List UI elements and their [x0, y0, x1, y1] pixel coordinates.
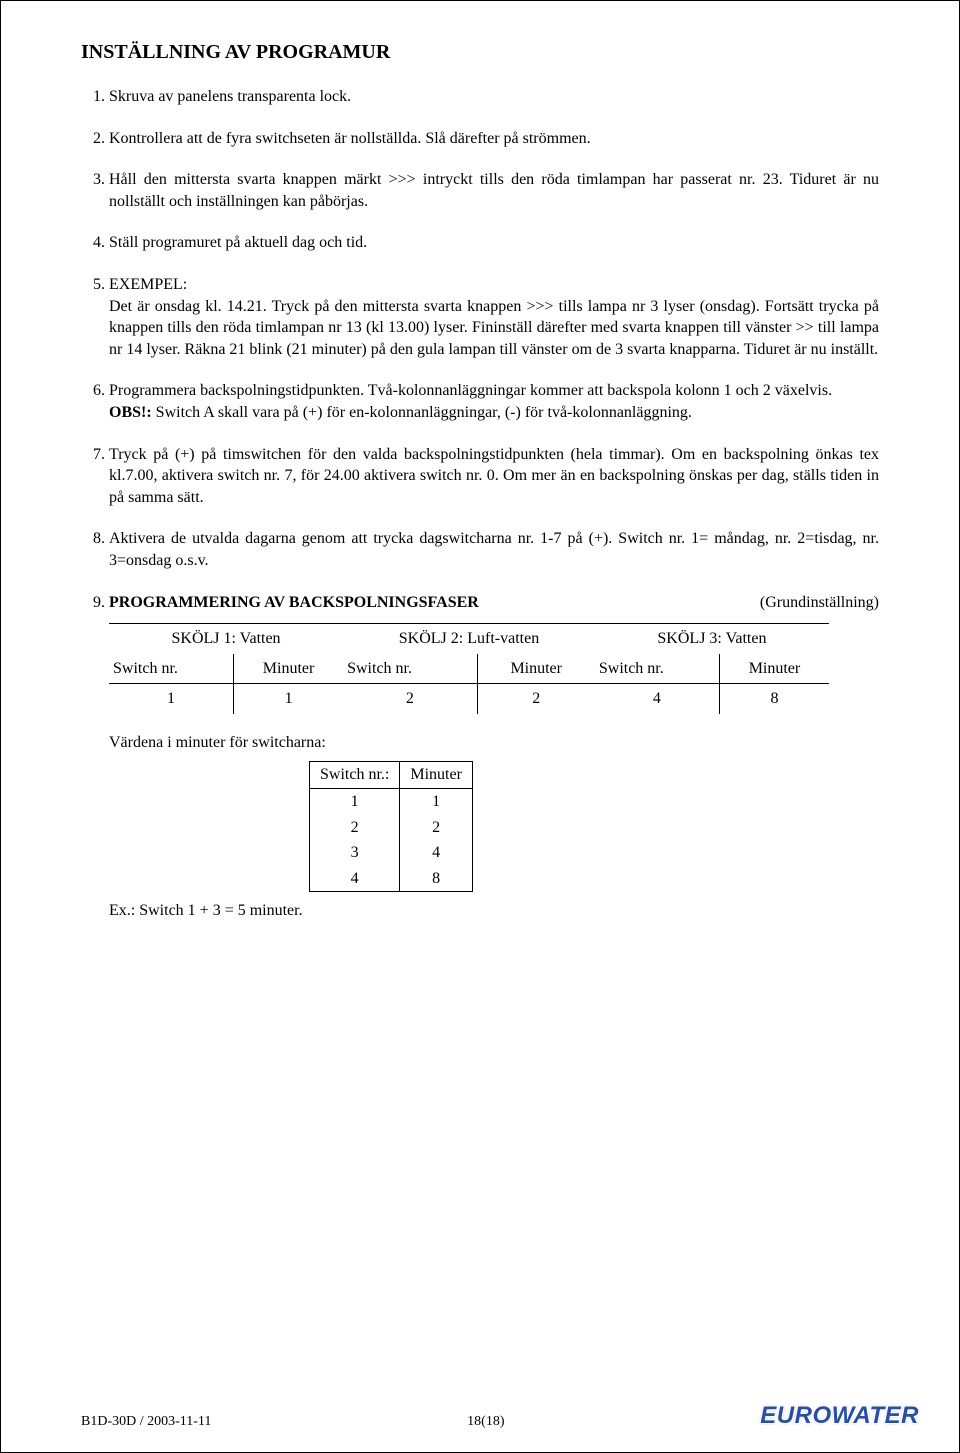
page-footer: B1D-30D / 2003-11-11 18(18) EUROWATER — [81, 1402, 919, 1430]
item-text: Aktivera de utvalda dagarna genom att tr… — [109, 530, 879, 569]
col-header: Minuter — [410, 766, 462, 783]
list-item: Tryck på (+) på timswitchen för den vald… — [109, 444, 879, 509]
footer-left: B1D-30D / 2003-11-11 — [81, 1414, 211, 1430]
cell: 4 — [432, 844, 440, 861]
example-label: EXEMPEL: — [109, 276, 187, 293]
group-head: SKÖLJ 2: Luft-vatten — [399, 630, 539, 647]
list-item: Programmera backspolningstidpunkten. Två… — [109, 380, 879, 423]
list-item: Skruva av panelens transparenta lock. — [109, 86, 879, 108]
item-text: Kontrollera att de fyra switchseten är n… — [109, 130, 591, 147]
item-text: Håll den mittersta svarta knappen märkt … — [109, 171, 879, 210]
cell: 3 — [351, 844, 359, 861]
example-line: Ex.: Switch 1 + 3 = 5 minuter. — [109, 900, 879, 922]
col-header: Switch nr. — [113, 660, 178, 677]
col-header: Minuter — [510, 660, 562, 677]
programming-heading: PROGRAMMERING AV BACKSPOLNINGSFASER — [109, 592, 479, 614]
col-header: Switch nr.: — [320, 766, 389, 783]
rinse-table-wrap: SKÖLJ 1: Vatten SKÖLJ 2: Luft-vatten SKÖ… — [109, 623, 879, 714]
list-item: Håll den mittersta svarta knappen märkt … — [109, 169, 879, 212]
item-text: Programmera backspolningstidpunkten. Två… — [109, 382, 832, 399]
cell: 8 — [432, 870, 440, 887]
cell: 2 — [351, 819, 359, 836]
switch-values-label: Värdena i minuter för switcharna: — [109, 732, 879, 754]
eurowater-logo: EUROWATER — [760, 1402, 919, 1430]
example-body: Det är onsdag kl. 14.21. Tryck på den mi… — [109, 298, 879, 358]
rinse-table: SKÖLJ 1: Vatten SKÖLJ 2: Luft-vatten SKÖ… — [109, 623, 829, 714]
switch-values-table: Switch nr.: Minuter 1 1 2 2 3 4 4 8 — [309, 761, 473, 892]
obs-body: Switch A skall vara på (+) för en-kolonn… — [152, 404, 692, 421]
group-head: SKÖLJ 3: Vatten — [657, 630, 766, 647]
cell: 8 — [770, 690, 778, 707]
list-item: Kontrollera att de fyra switchseten är n… — [109, 128, 879, 150]
col-header: Switch nr. — [599, 660, 664, 677]
cell: 4 — [351, 870, 359, 887]
item-text: Skruva av panelens transparenta lock. — [109, 88, 351, 105]
col-header: Minuter — [263, 660, 315, 677]
numbered-list: Skruva av panelens transparenta lock. Ko… — [81, 86, 879, 922]
list-item: Ställ programuret på aktuell dag och tid… — [109, 232, 879, 254]
item-text: Tryck på (+) på timswitchen för den vald… — [109, 446, 879, 506]
document-page: INSTÄLLNING AV PROGRAMUR Skruva av panel… — [0, 0, 960, 1453]
col-header: Switch nr. — [347, 660, 412, 677]
col-header: Minuter — [749, 660, 801, 677]
cell: 1 — [351, 793, 359, 810]
list-item: Aktivera de utvalda dagarna genom att tr… — [109, 528, 879, 571]
footer-center: 18(18) — [467, 1414, 504, 1430]
cell: 1 — [285, 690, 293, 707]
cell: 2 — [432, 819, 440, 836]
cell: 2 — [532, 690, 540, 707]
page-title: INSTÄLLNING AV PROGRAMUR — [81, 41, 879, 64]
item-text: Ställ programuret på aktuell dag och tid… — [109, 234, 367, 251]
cell: 2 — [406, 690, 414, 707]
obs-label: OBS!: — [109, 404, 152, 421]
cell: 1 — [167, 690, 175, 707]
cell: 1 — [432, 793, 440, 810]
cell: 4 — [653, 690, 661, 707]
default-label: (Grundinställning) — [760, 592, 879, 614]
list-item: PROGRAMMERING AV BACKSPOLNINGSFASER (Gru… — [109, 592, 879, 923]
list-item: EXEMPEL: Det är onsdag kl. 14.21. Tryck … — [109, 274, 879, 360]
group-head: SKÖLJ 1: Vatten — [172, 630, 281, 647]
